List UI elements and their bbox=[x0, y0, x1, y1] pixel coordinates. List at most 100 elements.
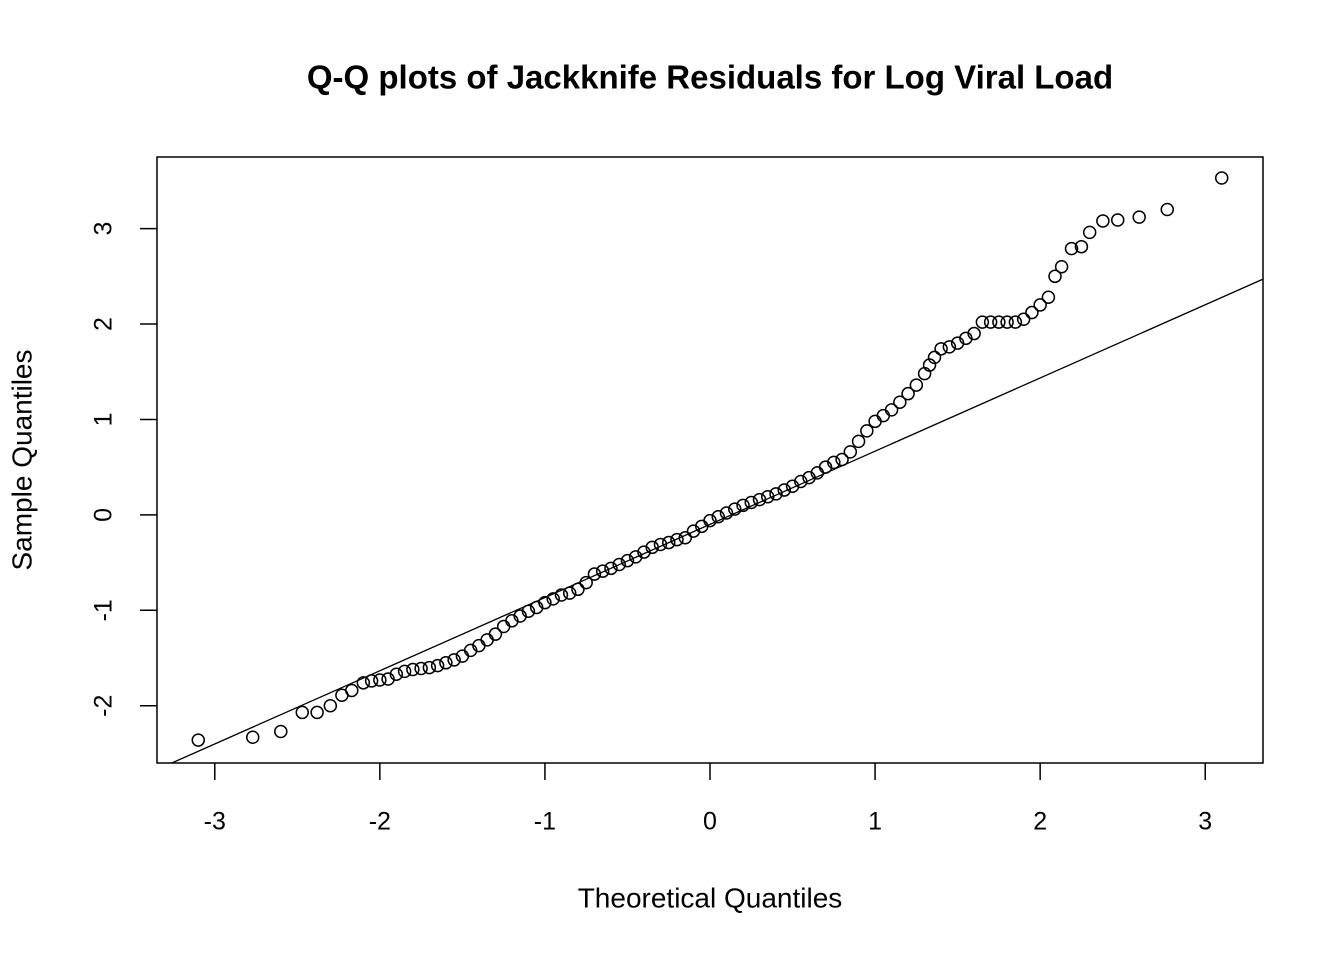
point bbox=[843, 445, 858, 459]
point bbox=[744, 495, 759, 510]
y-tick-label: 0 bbox=[90, 508, 118, 522]
point bbox=[1160, 202, 1175, 217]
point bbox=[934, 342, 948, 356]
point bbox=[345, 683, 359, 698]
point bbox=[1025, 305, 1039, 320]
point bbox=[587, 567, 602, 581]
point bbox=[719, 506, 734, 520]
point bbox=[245, 730, 260, 744]
plot-frame bbox=[156, 156, 1264, 764]
x-tick-label: 0 bbox=[703, 808, 717, 836]
x-tick-label: 1 bbox=[868, 808, 882, 836]
point bbox=[992, 315, 1006, 329]
point bbox=[364, 674, 379, 688]
point bbox=[678, 531, 692, 545]
point bbox=[901, 386, 915, 401]
point bbox=[571, 582, 585, 597]
point bbox=[1033, 298, 1047, 312]
point bbox=[711, 510, 726, 524]
x-tick-label: -1 bbox=[534, 808, 556, 836]
point bbox=[595, 564, 610, 578]
point bbox=[521, 604, 536, 619]
point bbox=[661, 535, 676, 550]
point bbox=[868, 414, 882, 429]
point bbox=[274, 724, 288, 739]
point bbox=[851, 434, 866, 449]
point bbox=[604, 561, 618, 576]
y-axis-label: Sample Quantiles bbox=[6, 349, 37, 570]
y-tick-label: 2 bbox=[90, 317, 118, 331]
x-tick-label: -2 bbox=[369, 808, 391, 836]
point bbox=[752, 492, 767, 507]
point bbox=[794, 474, 808, 489]
x-axis-label: Theoretical Quantiles bbox=[578, 882, 843, 913]
point bbox=[414, 661, 428, 676]
point bbox=[389, 667, 404, 681]
point bbox=[562, 586, 577, 600]
point bbox=[967, 326, 981, 341]
point bbox=[860, 424, 874, 438]
point bbox=[703, 513, 717, 528]
point bbox=[397, 664, 412, 679]
point bbox=[496, 619, 511, 634]
point bbox=[645, 540, 659, 555]
point bbox=[670, 532, 684, 547]
point bbox=[975, 315, 990, 329]
point bbox=[488, 627, 503, 641]
point bbox=[1074, 239, 1089, 254]
x-tick-label: 3 bbox=[1198, 808, 1212, 836]
point bbox=[876, 408, 891, 423]
point bbox=[1110, 213, 1125, 227]
point bbox=[909, 378, 924, 392]
point bbox=[373, 673, 387, 687]
point bbox=[356, 676, 371, 690]
point bbox=[612, 557, 626, 572]
chart-title: Q-Q plots of Jackknife Residuals for Log… bbox=[307, 59, 1113, 96]
point bbox=[1096, 214, 1110, 228]
point bbox=[769, 487, 783, 501]
point bbox=[827, 455, 841, 470]
point bbox=[1041, 290, 1056, 305]
point bbox=[1132, 210, 1146, 224]
point bbox=[1000, 315, 1014, 329]
point bbox=[546, 592, 560, 606]
x-tick-label: -3 bbox=[204, 808, 226, 836]
point bbox=[1214, 171, 1229, 185]
point bbox=[728, 502, 742, 516]
point bbox=[422, 660, 437, 675]
point bbox=[191, 733, 206, 747]
point bbox=[554, 588, 569, 602]
point bbox=[430, 658, 445, 673]
point bbox=[927, 350, 942, 365]
reference-line bbox=[171, 278, 1263, 763]
point bbox=[406, 662, 420, 677]
point bbox=[310, 705, 324, 720]
point bbox=[439, 656, 453, 670]
point bbox=[835, 452, 849, 467]
point bbox=[1016, 312, 1031, 326]
y-tick-label: -1 bbox=[90, 599, 118, 621]
y-tick-label: 3 bbox=[90, 222, 118, 236]
point bbox=[653, 537, 668, 552]
point bbox=[1048, 269, 1062, 284]
point bbox=[295, 705, 310, 720]
point bbox=[942, 340, 957, 354]
point bbox=[884, 403, 899, 417]
point bbox=[1008, 315, 1023, 329]
point bbox=[579, 575, 593, 590]
point bbox=[1054, 259, 1069, 274]
point bbox=[1082, 225, 1097, 240]
point bbox=[447, 653, 461, 667]
y-tick-label: -2 bbox=[90, 695, 118, 717]
point bbox=[1064, 241, 1079, 256]
point bbox=[922, 358, 937, 372]
y-tick-label: 1 bbox=[90, 412, 118, 426]
point bbox=[761, 489, 775, 504]
point bbox=[983, 315, 998, 329]
point bbox=[323, 698, 338, 713]
x-tick-label: 2 bbox=[1033, 808, 1047, 836]
point bbox=[893, 395, 907, 410]
point bbox=[538, 595, 552, 610]
